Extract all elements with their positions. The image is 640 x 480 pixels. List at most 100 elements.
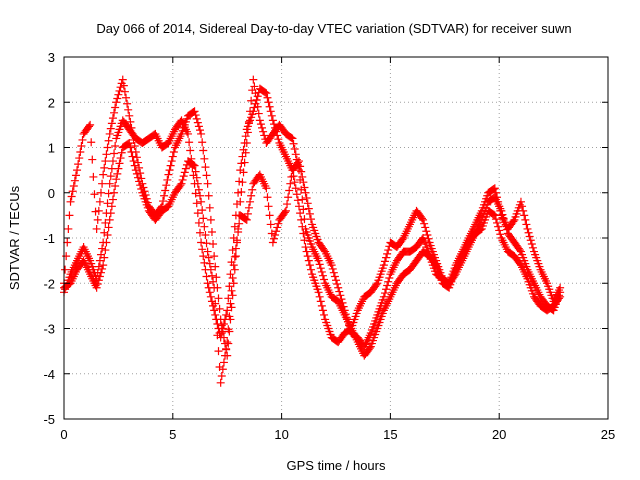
data-point (110, 108, 119, 117)
data-point (108, 157, 117, 166)
data-point (272, 227, 281, 236)
data-point (526, 236, 535, 245)
data-point (327, 261, 336, 270)
data-point (246, 107, 255, 116)
data-point (231, 252, 240, 261)
data-point (210, 306, 219, 315)
data-point (78, 135, 87, 144)
data-point (201, 163, 210, 172)
y-tick-label: 1 (48, 141, 55, 156)
data-point (417, 214, 426, 223)
data-point (193, 118, 202, 127)
data-point (190, 161, 199, 170)
data-point (168, 152, 177, 161)
data-point (96, 188, 105, 197)
data-point (103, 230, 112, 239)
data-point (498, 210, 507, 219)
data-point (499, 214, 508, 223)
data-point (206, 215, 215, 224)
x-tick-label: 10 (274, 427, 288, 442)
data-point (74, 160, 83, 169)
data-point (234, 227, 243, 236)
data-point (518, 202, 527, 211)
data-point (379, 292, 388, 301)
data-point (224, 294, 233, 303)
data-point (252, 95, 261, 104)
data-point (509, 217, 518, 226)
data-point (129, 135, 138, 144)
data-point (420, 219, 429, 228)
data-point (68, 187, 77, 196)
data-point (101, 218, 110, 227)
data-point (219, 333, 228, 342)
data-point (379, 261, 388, 270)
data-point (320, 310, 329, 319)
data-point (222, 344, 231, 353)
data-point (235, 219, 244, 228)
data-point (424, 234, 433, 243)
data-point (522, 220, 531, 229)
data-point (215, 304, 224, 313)
data-point (101, 157, 110, 166)
data-point (102, 238, 111, 247)
data-point (114, 90, 123, 99)
data-point (254, 109, 263, 118)
data-point (194, 185, 203, 194)
data-point (290, 178, 299, 187)
data-point (199, 252, 208, 261)
data-point (383, 281, 392, 290)
data-point (197, 197, 206, 206)
data-point (338, 298, 347, 307)
data-point (108, 195, 117, 204)
data-point (515, 246, 524, 255)
data-point (113, 169, 122, 178)
data-point (219, 358, 228, 367)
data-point (203, 179, 212, 188)
data-point (228, 291, 237, 300)
data-point (303, 252, 312, 261)
data-point (496, 230, 505, 239)
data-point (211, 262, 220, 271)
data-point (106, 172, 115, 181)
data-point (336, 291, 345, 300)
data-point (103, 199, 112, 208)
data-point (200, 222, 209, 231)
data-point (274, 135, 283, 144)
data-point (95, 256, 104, 265)
data-point (193, 209, 202, 218)
x-tick-label: 5 (169, 427, 176, 442)
data-point (301, 188, 310, 197)
data-point (285, 186, 294, 195)
data-point (64, 224, 73, 233)
data-point (115, 86, 124, 95)
data-point (226, 270, 235, 279)
data-point (315, 292, 324, 301)
data-point (203, 279, 212, 288)
data-point (224, 325, 233, 334)
data-point (107, 119, 116, 128)
data-point (248, 185, 257, 194)
axis-ticks: 0 5 10 15 20 25 -5 -4 -3 -2 -1 0 1 2 3 (43, 50, 615, 442)
data-point (196, 126, 204, 135)
data-point (256, 120, 265, 129)
data-point (123, 99, 132, 108)
data-point (164, 170, 173, 179)
data-point (346, 325, 355, 334)
data-point (519, 206, 528, 215)
data-point (229, 279, 238, 288)
data-point (501, 221, 510, 230)
data-point (196, 228, 204, 237)
data-point (516, 197, 525, 206)
data-point (295, 202, 304, 211)
data-point (133, 173, 142, 182)
data-point (318, 306, 327, 315)
data-point (246, 197, 255, 206)
data-point (287, 133, 296, 142)
data-point (555, 294, 564, 303)
data-point (181, 164, 190, 173)
data-point (305, 209, 314, 218)
data-point (384, 246, 393, 255)
data-point (95, 197, 104, 206)
data-point (98, 264, 107, 273)
